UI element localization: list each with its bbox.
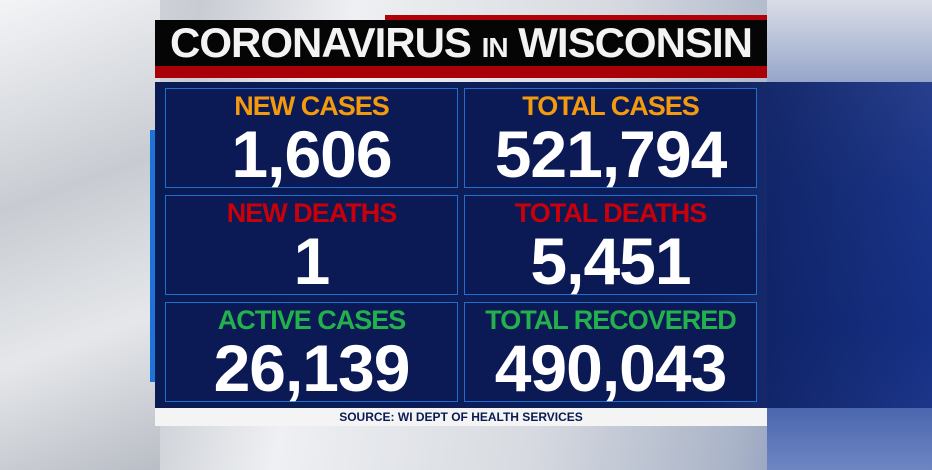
title-word: CORONAVIRUS: [170, 19, 472, 66]
page-title: CORONAVIRUS IN WISCONSIN: [155, 18, 767, 68]
stat-total-deaths: TOTAL DEATHS 5,451: [464, 195, 757, 295]
stat-label: NEW DEATHS: [226, 198, 398, 228]
stat-value: 521,794: [494, 117, 728, 191]
stat-label: TOTAL RECOVERED: [485, 305, 737, 335]
background-left: [0, 0, 160, 470]
stat-new-deaths: NEW DEATHS 1: [165, 195, 458, 295]
title-word: WISCONSIN: [518, 19, 753, 66]
stat-total-cases: TOTAL CASES 521,794: [464, 88, 757, 188]
stat-new-cases: NEW CASES 1,606: [165, 88, 458, 188]
stat-active-cases: ACTIVE CASES 26,139: [165, 302, 458, 402]
accent-bar: [150, 130, 156, 382]
stat-value: 1,606: [231, 117, 392, 191]
stat-label: TOTAL DEATHS: [514, 198, 708, 228]
stat-label: ACTIVE CASES: [217, 305, 407, 335]
stat-value: 1: [293, 224, 331, 298]
stat-total-recovered: TOTAL RECOVERED 490,043: [464, 302, 757, 402]
title-word: IN: [481, 32, 509, 63]
title-red-accent: [385, 15, 767, 20]
stat-value: 490,043: [494, 331, 728, 405]
stat-value: 5,451: [530, 224, 691, 298]
stat-value: 26,139: [213, 331, 411, 405]
title-red-stripe: [155, 66, 767, 78]
stat-label: NEW CASES: [234, 91, 390, 121]
stat-label: TOTAL CASES: [522, 91, 700, 121]
source-note: SOURCE: WI DEPT OF HEALTH SERVICES: [155, 408, 767, 426]
